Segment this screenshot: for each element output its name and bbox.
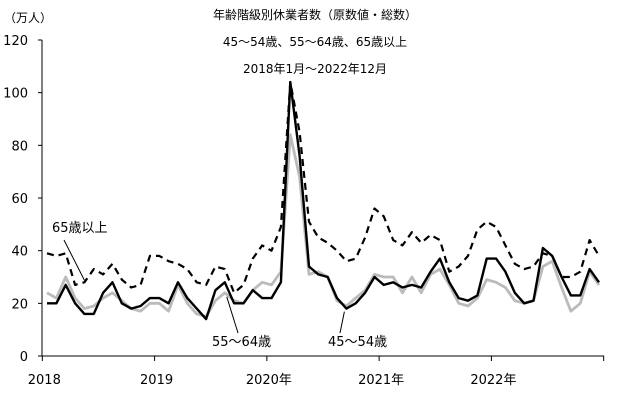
y-tick-label: 80 — [11, 139, 28, 154]
chart-title: 年齢階級別休業者数（原数値・総数） — [212, 8, 417, 22]
x-tick-label: 2018 — [28, 373, 61, 388]
series-line-2 — [46, 133, 601, 318]
annotation-leader — [63, 239, 85, 281]
annotation-leader — [226, 296, 239, 334]
y-tick-label: 100 — [3, 87, 28, 102]
chart-subtitle: 45～54歳、55～64歳、65歳以上 — [222, 35, 408, 49]
y-tick-label: 120 — [3, 34, 28, 49]
x-tick-label: 2022年 — [470, 373, 516, 388]
chart-period: 2018年1月～2022年12月 — [243, 62, 387, 76]
x-tick-label: 2020年 — [246, 373, 292, 388]
annotation-45-54: 45～54歳 — [328, 335, 387, 350]
y-axis-label: （万人） — [4, 11, 52, 25]
y-tick-label: 60 — [11, 192, 28, 207]
y-tick-label: 20 — [11, 297, 28, 312]
annotation-leader — [339, 311, 345, 334]
series-line-3 — [46, 80, 600, 294]
series-line-1 — [47, 80, 600, 321]
y-tick-label: 40 — [11, 245, 28, 260]
annotation-55-64: 55～64歳 — [212, 335, 271, 350]
annotation-65-plus: 65歳以上 — [52, 221, 108, 236]
x-tick-label: 2019 — [140, 373, 173, 388]
x-tick-label: 2021年 — [358, 373, 404, 388]
y-tick-label: 0 — [20, 350, 28, 365]
